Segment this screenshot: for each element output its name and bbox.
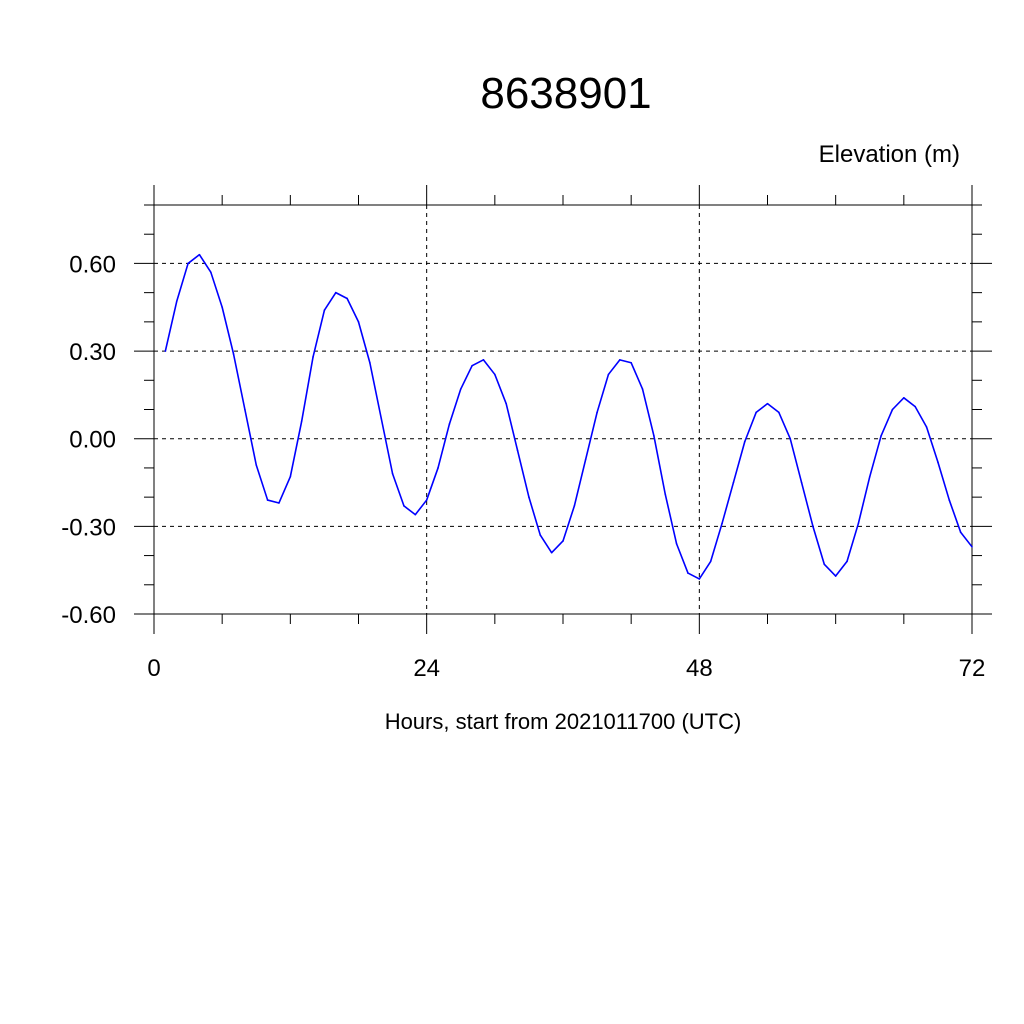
data-point xyxy=(709,560,712,563)
data-point xyxy=(880,434,882,437)
data-point xyxy=(698,578,701,580)
chart-title: 8638901 xyxy=(480,69,651,118)
data-point xyxy=(459,388,462,390)
data-point xyxy=(766,402,769,405)
y-axis-label: Elevation (m) xyxy=(819,141,960,168)
data-point xyxy=(789,437,792,440)
data-point xyxy=(448,423,451,425)
data-point xyxy=(914,405,916,408)
data-point xyxy=(959,531,962,533)
data-point xyxy=(721,522,723,525)
x-tick-label: 72 xyxy=(959,655,986,682)
data-point xyxy=(380,417,383,420)
data-point xyxy=(357,321,360,323)
data-point xyxy=(641,388,644,390)
data-point xyxy=(903,397,905,399)
y-tick-label: 0.30 xyxy=(69,339,116,366)
data-point xyxy=(823,563,826,566)
data-point xyxy=(516,449,519,452)
data-point xyxy=(550,551,553,554)
data-point xyxy=(584,458,587,460)
data-point xyxy=(164,350,167,352)
data-point xyxy=(846,560,848,563)
data-point xyxy=(278,502,280,504)
data-point xyxy=(391,472,394,475)
data-point xyxy=(437,467,439,469)
data-point xyxy=(425,499,428,501)
data-point xyxy=(619,359,621,361)
data-point xyxy=(334,291,337,294)
data-point xyxy=(573,505,576,507)
data-point xyxy=(778,411,780,414)
x-axis-label: Hours, start from 2021011700 (UTC) xyxy=(385,709,742,734)
y-tick-label: 0.60 xyxy=(69,251,116,278)
data-point xyxy=(607,373,610,376)
data-point xyxy=(812,525,814,528)
data-point xyxy=(834,575,837,577)
data-point xyxy=(971,546,973,548)
data-point xyxy=(494,373,496,376)
data-point xyxy=(198,253,201,256)
x-tick-label: 48 xyxy=(686,655,713,682)
data-point xyxy=(244,408,246,411)
x-tick-label: 0 xyxy=(147,655,160,682)
data-point xyxy=(175,300,178,303)
axis-ticks xyxy=(134,185,992,634)
y-tick-label: 0.00 xyxy=(69,427,116,454)
data-point xyxy=(482,359,485,361)
data-point xyxy=(562,540,564,542)
x-tick-label: 24 xyxy=(413,655,440,682)
data-point xyxy=(346,297,348,300)
data-point xyxy=(369,361,371,364)
data-point xyxy=(868,475,871,478)
data-point xyxy=(221,306,223,309)
data-point xyxy=(743,440,746,443)
data-point xyxy=(800,481,803,484)
data-point xyxy=(471,364,473,367)
series-layer xyxy=(164,253,973,580)
data-point xyxy=(505,402,507,405)
y-tick-label: -0.30 xyxy=(61,514,116,541)
data-point xyxy=(664,493,667,496)
tick-labels: 0 24 48 72 0.60 0.30 0.00 -0.30 -0.60 xyxy=(61,251,985,682)
data-point xyxy=(300,420,303,422)
elevation-series-line xyxy=(164,253,973,580)
data-point xyxy=(596,411,598,414)
data-point xyxy=(210,271,212,273)
data-point xyxy=(937,461,939,463)
data-point xyxy=(948,499,951,501)
data-point xyxy=(857,522,860,525)
data-point xyxy=(732,481,735,484)
data-point xyxy=(528,496,530,498)
data-point xyxy=(630,361,632,364)
data-point xyxy=(925,426,928,428)
data-point xyxy=(675,543,678,545)
data-point xyxy=(187,262,189,265)
data-point xyxy=(653,434,655,437)
data-point xyxy=(266,499,269,501)
data-point xyxy=(891,408,894,411)
data-point xyxy=(539,534,542,536)
data-point xyxy=(414,513,417,516)
data-point xyxy=(312,356,314,358)
data-point xyxy=(289,475,292,478)
data-point xyxy=(687,572,689,574)
data-point xyxy=(323,309,326,311)
data-point xyxy=(403,505,405,507)
y-tick-label: -0.60 xyxy=(61,602,116,629)
data-point xyxy=(255,464,258,466)
data-point xyxy=(232,353,235,355)
data-point xyxy=(755,411,757,414)
